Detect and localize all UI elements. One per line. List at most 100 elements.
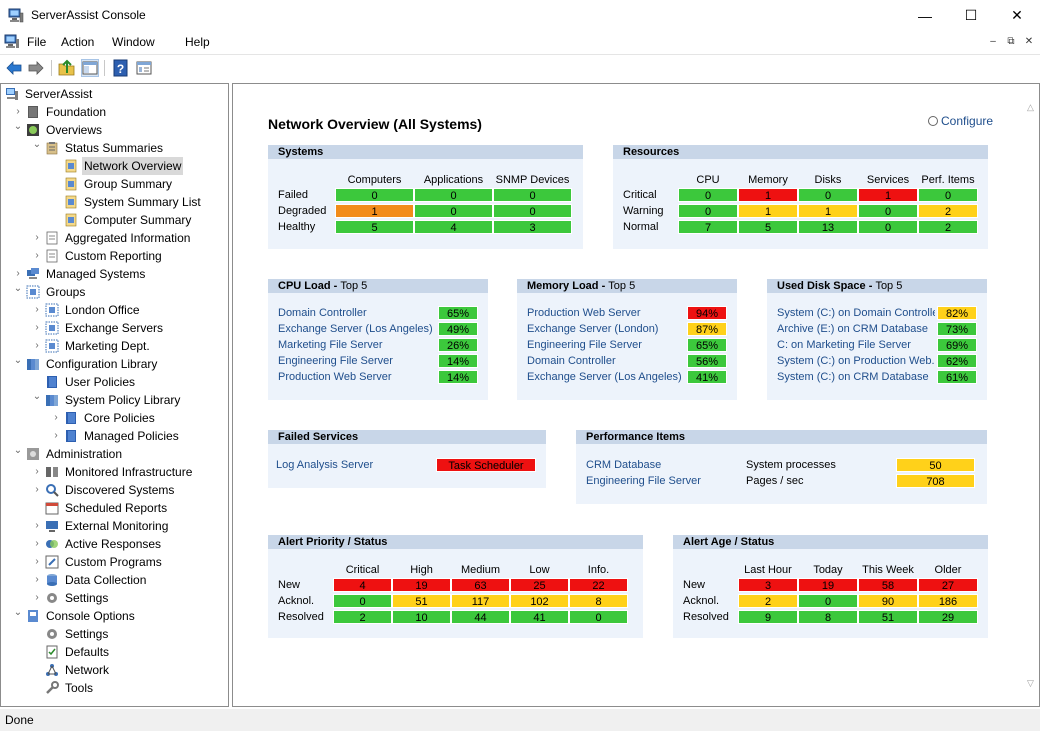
status-cell[interactable]: 2 xyxy=(918,204,978,218)
expand-chevron-icon[interactable]: › xyxy=(35,250,39,261)
child-close-button[interactable]: ✕ xyxy=(1020,34,1038,50)
status-cell[interactable]: 44 xyxy=(451,610,510,624)
collapse-chevron-icon[interactable]: ⌄ xyxy=(13,445,23,456)
failed-service-cell[interactable]: Task Scheduler xyxy=(436,458,536,472)
tree-node-london-office[interactable]: › London Office xyxy=(1,301,228,319)
status-cell[interactable]: 8 xyxy=(569,594,628,608)
status-cell[interactable]: 2 xyxy=(918,220,978,234)
status-cell[interactable]: 27 xyxy=(918,578,978,592)
status-cell[interactable]: 0 xyxy=(918,188,978,202)
child-minimize-button[interactable]: – xyxy=(984,34,1002,50)
collapse-chevron-icon[interactable]: ⌄ xyxy=(32,139,42,150)
tree-node-system-summary-list[interactable]: System Summary List xyxy=(1,193,228,211)
collapse-chevron-icon[interactable]: ⌄ xyxy=(13,607,23,618)
tree-node-monitored-infrastructure[interactable]: › Monitored Infrastructure xyxy=(1,463,228,481)
status-cell[interactable]: 1 xyxy=(738,204,798,218)
status-cell[interactable]: 0 xyxy=(858,204,918,218)
status-cell[interactable]: 1 xyxy=(738,188,798,202)
status-cell[interactable]: 63 xyxy=(451,578,510,592)
tree-node-aggregated-information[interactable]: › Aggregated Information xyxy=(1,229,228,247)
status-cell[interactable]: 117 xyxy=(451,594,510,608)
expand-chevron-icon[interactable]: › xyxy=(35,484,39,495)
expand-chevron-icon[interactable]: › xyxy=(35,538,39,549)
top5-value-cell[interactable]: 73% xyxy=(937,322,977,336)
status-cell[interactable]: 0 xyxy=(333,594,392,608)
help-button[interactable]: ? xyxy=(112,59,130,77)
properties-button[interactable] xyxy=(135,59,153,77)
show-hide-tree-button[interactable] xyxy=(81,59,99,77)
tree-node-tools[interactable]: Tools xyxy=(1,679,228,697)
close-button[interactable]: ✕ xyxy=(994,0,1040,31)
status-cell[interactable]: 0 xyxy=(493,204,572,218)
status-cell[interactable]: 2 xyxy=(333,610,392,624)
expand-chevron-icon[interactable]: › xyxy=(16,268,20,279)
perf-value-cell[interactable]: 708 xyxy=(896,474,975,488)
top5-value-cell[interactable]: 87% xyxy=(687,322,727,336)
top5-value-cell[interactable]: 49% xyxy=(438,322,478,336)
top5-value-cell[interactable]: 61% xyxy=(937,370,977,384)
status-cell[interactable]: 186 xyxy=(918,594,978,608)
top5-value-cell[interactable]: 94% xyxy=(687,306,727,320)
expand-chevron-icon[interactable]: › xyxy=(35,574,39,585)
status-cell[interactable]: 3 xyxy=(493,220,572,234)
top5-item-link[interactable]: Production Web Server xyxy=(527,307,641,319)
status-cell[interactable]: 102 xyxy=(510,594,569,608)
status-cell[interactable]: 19 xyxy=(798,578,858,592)
expand-chevron-icon[interactable]: › xyxy=(35,556,39,567)
expand-chevron-icon[interactable]: › xyxy=(54,412,58,423)
maximize-button[interactable]: ☐ xyxy=(948,0,994,31)
expand-chevron-icon[interactable]: › xyxy=(16,106,20,117)
status-cell[interactable]: 5 xyxy=(738,220,798,234)
tree-node-groups[interactable]: ⌄ Groups xyxy=(1,283,228,301)
tree-node-data-collection[interactable]: › Data Collection xyxy=(1,571,228,589)
tree-node-scheduled-reports[interactable]: Scheduled Reports xyxy=(1,499,228,517)
tree-node-system-policy-library[interactable]: ⌄ System Policy Library xyxy=(1,391,228,409)
status-cell[interactable]: 0 xyxy=(678,204,738,218)
forward-button[interactable] xyxy=(27,59,45,77)
tree-node-settings[interactable]: › Settings xyxy=(1,589,228,607)
top5-item-link[interactable]: System (C:) on CRM Database xyxy=(777,371,929,383)
status-cell[interactable]: 1 xyxy=(798,204,858,218)
top5-item-link[interactable]: C: on Marketing File Server xyxy=(777,339,911,351)
top5-item-link[interactable]: System (C:) on Production Web... xyxy=(777,355,935,367)
tree-node-configuration-library[interactable]: ⌄ Configuration Library xyxy=(1,355,228,373)
status-cell[interactable]: 0 xyxy=(798,594,858,608)
tree-node-defaults[interactable]: Defaults xyxy=(1,643,228,661)
tree-node-serverassist[interactable]: ServerAssist xyxy=(1,85,228,103)
perf-value-cell[interactable]: 50 xyxy=(896,458,975,472)
navigation-tree[interactable]: ServerAssist › Foundation ⌄ Overviews ⌄ Status… xyxy=(0,83,229,707)
tree-node-console-options[interactable]: ⌄ Console Options xyxy=(1,607,228,625)
status-cell[interactable]: 10 xyxy=(392,610,451,624)
status-cell[interactable]: 29 xyxy=(918,610,978,624)
menu-file[interactable]: File xyxy=(27,35,47,49)
tree-node-external-monitoring[interactable]: › External Monitoring xyxy=(1,517,228,535)
system-menu-icon[interactable] xyxy=(4,34,20,49)
tree-node-group-summary[interactable]: Group Summary xyxy=(1,175,228,193)
collapse-chevron-icon[interactable]: ⌄ xyxy=(13,283,23,294)
tree-node-managed-systems[interactable]: › Managed Systems xyxy=(1,265,228,283)
top5-value-cell[interactable]: 82% xyxy=(937,306,977,320)
status-cell[interactable]: 3 xyxy=(738,578,798,592)
status-cell[interactable]: 0 xyxy=(493,188,572,202)
collapse-chevron-icon[interactable]: ⌄ xyxy=(32,391,42,402)
top5-value-cell[interactable]: 56% xyxy=(687,354,727,368)
tree-node-discovered-systems[interactable]: › Discovered Systems xyxy=(1,481,228,499)
collapse-chevron-icon[interactable]: ⌄ xyxy=(13,355,23,366)
perf-system-link[interactable]: CRM Database xyxy=(586,459,662,471)
status-cell[interactable]: 25 xyxy=(510,578,569,592)
expand-chevron-icon[interactable]: › xyxy=(35,466,39,477)
configure-link[interactable]: Configure xyxy=(928,114,993,128)
top5-item-link[interactable]: Exchange Server (Los Angeles) xyxy=(278,323,433,335)
minimize-button[interactable]: — xyxy=(902,0,948,31)
tree-node-network[interactable]: Network xyxy=(1,661,228,679)
top5-item-link[interactable]: Archive (E:) on CRM Database xyxy=(777,323,928,335)
status-cell[interactable]: 22 xyxy=(569,578,628,592)
failed-system-link[interactable]: Log Analysis Server xyxy=(276,459,374,471)
top5-value-cell[interactable]: 62% xyxy=(937,354,977,368)
vertical-scrollbar[interactable]: △ ▽ xyxy=(1022,84,1039,706)
child-restore-button[interactable]: ⧉ xyxy=(1002,34,1020,50)
expand-chevron-icon[interactable]: › xyxy=(35,520,39,531)
expand-chevron-icon[interactable]: › xyxy=(35,340,39,351)
status-cell[interactable]: 1 xyxy=(858,188,918,202)
status-cell[interactable]: 1 xyxy=(335,204,414,218)
